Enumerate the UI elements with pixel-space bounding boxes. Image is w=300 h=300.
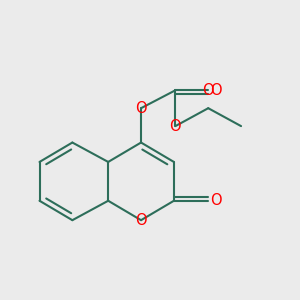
Text: O: O xyxy=(135,101,147,116)
Text: O: O xyxy=(202,83,214,98)
Text: O: O xyxy=(169,118,181,134)
Text: O: O xyxy=(210,193,221,208)
Text: O: O xyxy=(210,83,221,98)
Text: O: O xyxy=(135,213,147,228)
